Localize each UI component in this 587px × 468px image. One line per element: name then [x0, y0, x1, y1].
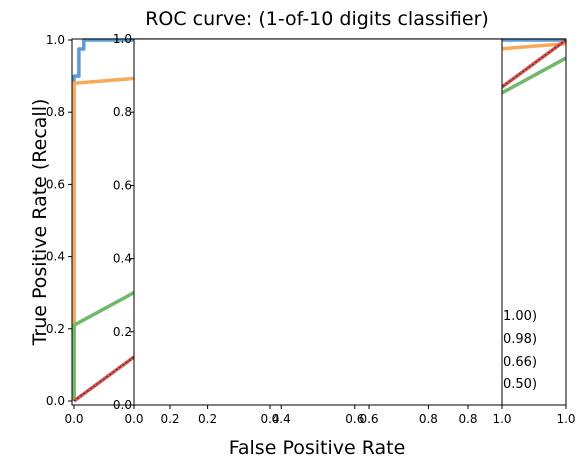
y-tick-label: 0.4 — [46, 250, 65, 264]
overlay-x-tick-label: 0.2 — [198, 412, 217, 426]
overlay-x-tick-label: 0.8 — [419, 412, 438, 426]
overlay-y-tick-label: 1.0 — [113, 32, 132, 46]
overlay-y-tick-label: 0.0 — [113, 398, 132, 412]
y-axis-label: True Positive Rate (Recall) — [29, 99, 51, 347]
legend-entry-label: 0.98) — [503, 332, 537, 347]
y-tick-label: 1.0 — [46, 33, 65, 47]
overlay-x-tick-label: 0.0 — [124, 412, 143, 426]
x-axis-label: False Positive Rate — [229, 437, 406, 459]
overlay-x-tick-label: 1.0 — [492, 412, 511, 426]
y-tick-label: 0.2 — [46, 322, 65, 336]
overlay-y-tick-label: 0.8 — [113, 105, 132, 119]
y-tick-label: 0.0 — [46, 394, 65, 408]
x-tick-label: 0.2 — [160, 412, 179, 426]
y-tick-label: 0.8 — [46, 105, 65, 119]
legend-entry-label: 0.66) — [503, 355, 537, 370]
overlay-panel-frame — [134, 39, 502, 405]
overlay-y-tick-label: 0.6 — [113, 178, 132, 192]
legend-entry-label: 1.00) — [503, 309, 537, 324]
x-tick-label: 1.0 — [556, 412, 575, 426]
x-tick-label: 0.8 — [458, 412, 477, 426]
overlay-y-tick-label: 0.4 — [113, 252, 132, 266]
overlay-x-tick-label: 0.6 — [345, 412, 364, 426]
legend-entry-label: 0.50) — [503, 377, 537, 392]
chart-title: ROC curve: (1-of-10 digits classifier) — [145, 8, 489, 30]
x-tick-label: 0.0 — [64, 412, 83, 426]
overlay-panel: 0.0 0.2 0.4 0.6 0.8 1.0 0.0 0.2 0.4 0.6 0.8 1.0 — [113, 32, 512, 426]
overlay-x-tick-label: 0.4 — [272, 412, 291, 426]
y-tick-label: 0.6 — [46, 177, 65, 191]
overlay-y-tick-label: 0.2 — [113, 325, 132, 339]
